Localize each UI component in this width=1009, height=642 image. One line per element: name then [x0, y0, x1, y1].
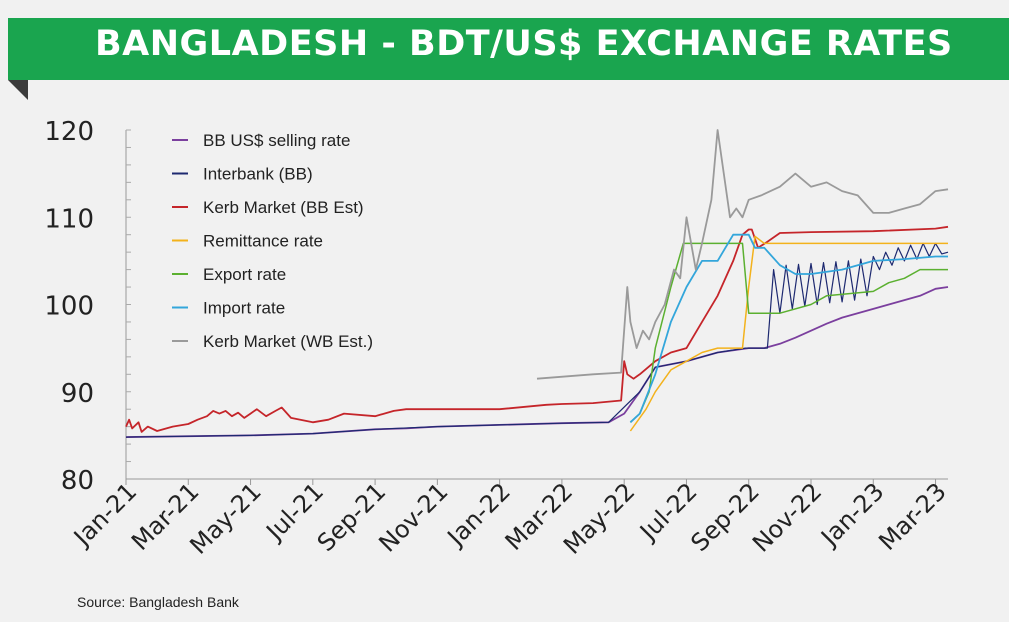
series-line	[629, 242, 948, 423]
y-tick-label: 90	[61, 379, 94, 409]
y-tick-label: 80	[61, 466, 94, 496]
axes: 8090100110120Jan-21Mar-21May-21Jul-21Sep…	[44, 117, 951, 560]
x-tick-label: Nov-21	[373, 477, 453, 557]
legend-label: Interbank (BB)	[203, 165, 313, 184]
legend-label: Remittance rate	[203, 232, 323, 251]
legend-label: Import rate	[203, 299, 285, 318]
series-line	[629, 233, 948, 423]
chart-title: BANGLADESH - BDT/US$ EXCHANGE RATES	[95, 24, 953, 64]
banner-fold	[8, 80, 28, 100]
series-line	[125, 242, 949, 438]
series-line	[629, 235, 948, 432]
series-line	[536, 129, 949, 380]
legend: BB US$ selling rate Interbank (BB) Kerb Ma…	[172, 131, 373, 351]
legend-label: Export rate	[203, 265, 286, 284]
y-tick-label: 100	[44, 292, 94, 322]
source-note: Source: Bangladesh Bank	[77, 594, 239, 610]
series-lines	[125, 129, 949, 438]
legend-label: BB US$ selling rate	[203, 131, 350, 150]
legend-label: Kerb Market (WB Est.)	[203, 332, 373, 351]
legend-label: Kerb Market (BB Est)	[203, 198, 364, 217]
title-banner	[8, 18, 1009, 80]
chart-panel	[0, 0, 1009, 622]
x-tick-label: Nov-22	[747, 477, 827, 557]
y-tick-label: 120	[44, 117, 94, 147]
series-line	[125, 225, 949, 433]
x-tick-label: Mar-23	[873, 477, 951, 555]
y-tick-label: 110	[44, 204, 94, 234]
